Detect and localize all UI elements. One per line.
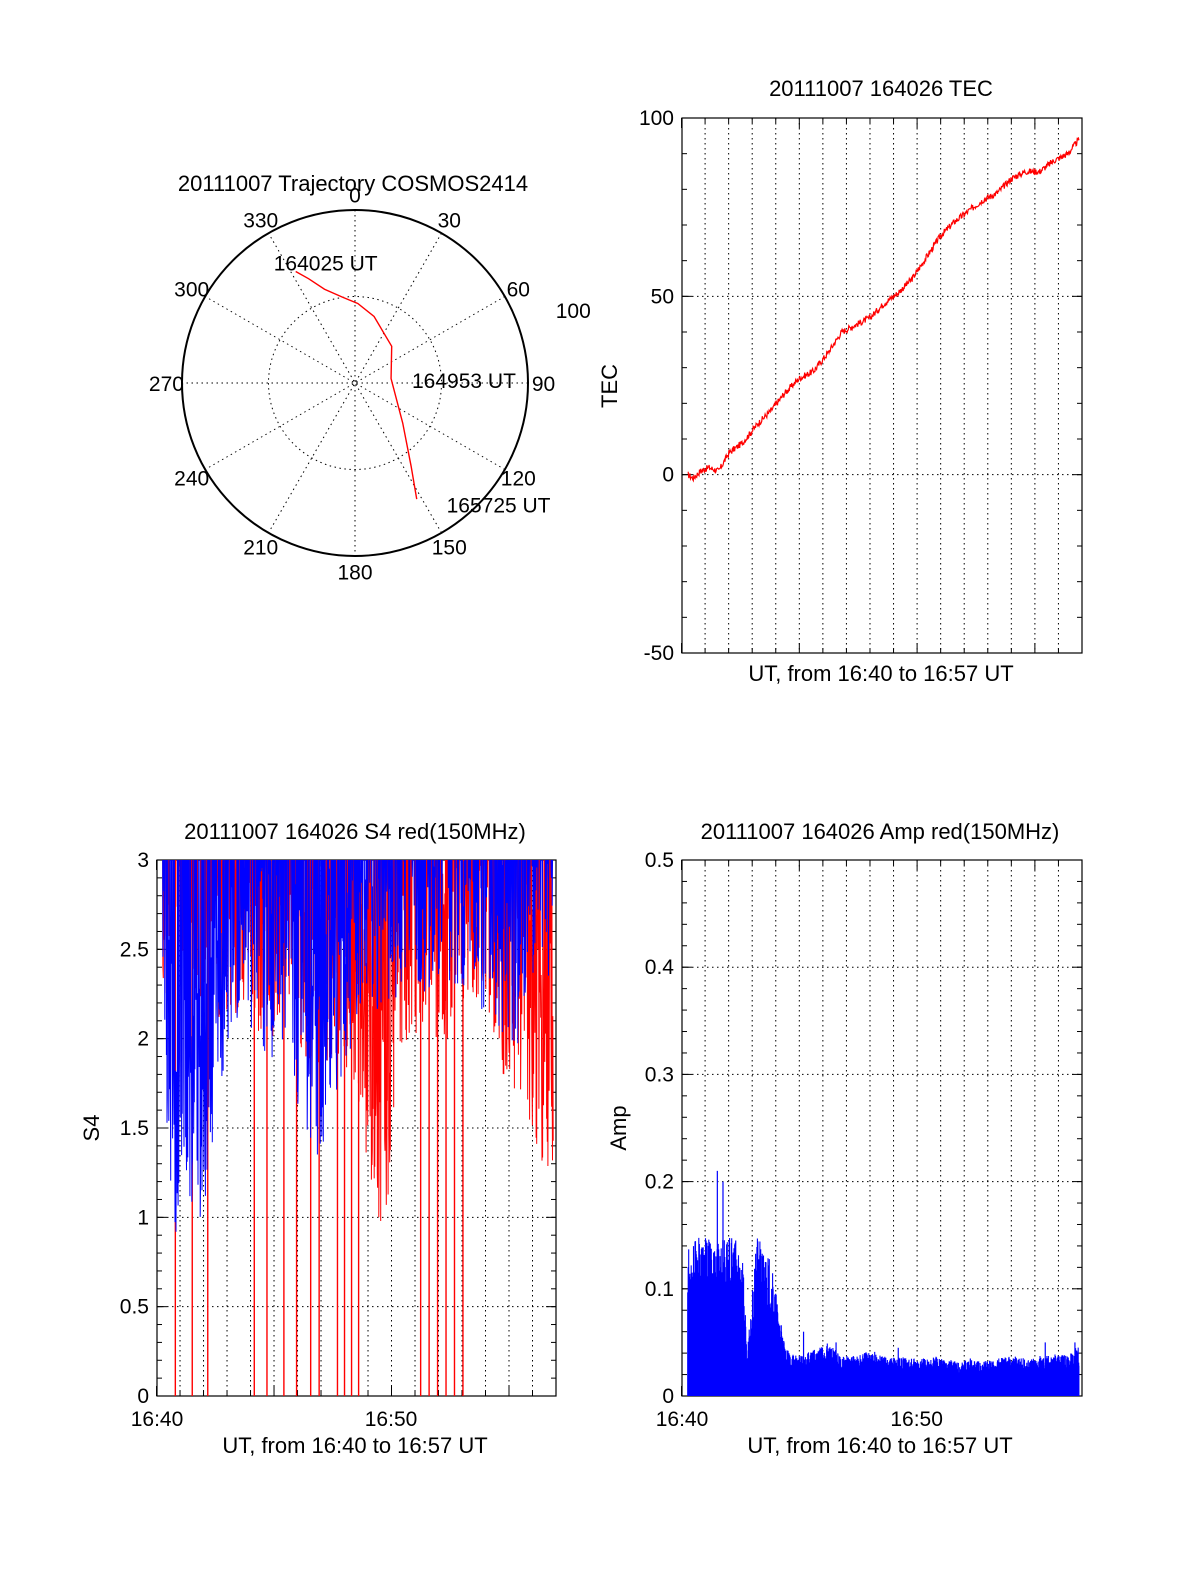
s4-line-blue [162, 860, 554, 1232]
s4-x-axis-label: UT, from 16:40 to 16:57 UT [222, 1433, 487, 1458]
trajectory-annotations: 164025 UT 164953 UT 165725 UT [274, 253, 551, 518]
polar-angle-label: 90 [532, 373, 555, 396]
tec-y-tick-label: -50 [644, 642, 674, 665]
polar-angle-label: 60 [507, 279, 530, 302]
trajectory-annotation: 164953 UT [412, 370, 516, 393]
polar-grid [181, 209, 529, 557]
tec-y-ticks: -50 0 50 100 [639, 107, 1082, 665]
trajectory-annotation: 165725 UT [447, 495, 551, 518]
s4-y-tick-label: 2.5 [120, 938, 149, 961]
polar-radius-label: 100 [556, 300, 591, 323]
amp-x-tick-label: 16:40 [656, 1408, 709, 1431]
polar-angle-label: 300 [174, 279, 209, 302]
tec-title: 20111007 164026 TEC [769, 76, 993, 101]
s4-chart: 20111007 164026 S4 red(150MHz) UT, from … [79, 819, 557, 1458]
tec-y-tick-label: 50 [651, 285, 674, 308]
amp-chart: 20111007 164026 Amp red(150MHz) UT, from… [606, 819, 1083, 1458]
trajectory-series [295, 270, 418, 500]
amp-y-tick-label: 0.4 [645, 956, 675, 979]
tec-y-tick-label: 100 [639, 107, 674, 130]
s4-y-tick-label: 2 [137, 1028, 149, 1051]
amp-title: 20111007 164026 Amp red(150MHz) [701, 819, 1060, 844]
s4-y-tick-label: 0.5 [120, 1296, 149, 1319]
polar-angle-labels: 0 30 60 90 120 150 180 210 240 270 300 330 [149, 184, 555, 584]
amp-grid [682, 860, 1082, 1396]
amp-y-axis-label: Amp [606, 1105, 631, 1150]
tec-y-tick-label: 0 [662, 464, 674, 487]
s4-x-tick-label: 16:40 [131, 1408, 184, 1431]
polar-angle-label: 120 [501, 467, 536, 490]
polar-angle-label: 240 [174, 467, 209, 490]
amp-series-group [687, 1170, 1080, 1396]
s4-x-tick-label: 16:50 [365, 1408, 418, 1431]
tec-x-axis-label: UT, from 16:40 to 16:57 UT [748, 661, 1013, 686]
amp-x-ticks: 16:40 16:50 [656, 860, 1083, 1431]
amp-y-tick-label: 0 [662, 1385, 674, 1408]
s4-y-tick-label: 1 [137, 1206, 149, 1229]
polar-angle-label: 270 [149, 373, 184, 396]
polar-angle-label: 180 [337, 562, 372, 585]
polar-outer-circle [181, 209, 529, 557]
trajectory-annotation: 164025 UT [274, 253, 378, 276]
amp-y-tick-label: 0.1 [645, 1278, 674, 1301]
amp-x-tick-label: 16:50 [890, 1408, 943, 1431]
trajectory-title: 20111007 Trajectory COSMOS2414 [178, 171, 528, 196]
polar-angle-label: 0 [349, 184, 361, 207]
tec-line [687, 137, 1080, 483]
polar-angle-label: 150 [432, 536, 467, 559]
trajectory-polar-chart: 20111007 Trajectory COSMOS2414 0 30 60 90 12… [149, 171, 591, 585]
amp-y-tick-label: 0.2 [645, 1171, 674, 1194]
s4-y-axis-label: S4 [79, 1115, 104, 1142]
tec-frame [681, 117, 1083, 654]
tec-x-ticks [681, 118, 1083, 653]
s4-y-tick-label: 1.5 [120, 1117, 149, 1140]
tec-y-axis-label: TEC [597, 364, 622, 408]
amp-spikes [687, 1237, 1080, 1396]
tec-chart: 20111007 164026 TEC UT, from 16:40 to 16… [597, 76, 1083, 686]
s4-series-group [162, 860, 554, 1396]
amp-x-axis-label: UT, from 16:40 to 16:57 UT [747, 1433, 1012, 1458]
s4-title: 20111007 164026 S4 red(150MHz) [184, 819, 526, 844]
polar-angle-label: 30 [438, 210, 461, 233]
s4-y-tick-label: 0 [137, 1385, 149, 1408]
amp-y-tick-label: 0.5 [645, 849, 674, 872]
amp-y-tick-label: 0.3 [645, 1063, 674, 1086]
trajectory-line [295, 270, 418, 500]
tec-grid [682, 118, 1082, 653]
polar-angle-label: 330 [243, 210, 278, 233]
s4-y-tick-label: 3 [137, 849, 149, 872]
polar-angle-label: 210 [243, 536, 278, 559]
